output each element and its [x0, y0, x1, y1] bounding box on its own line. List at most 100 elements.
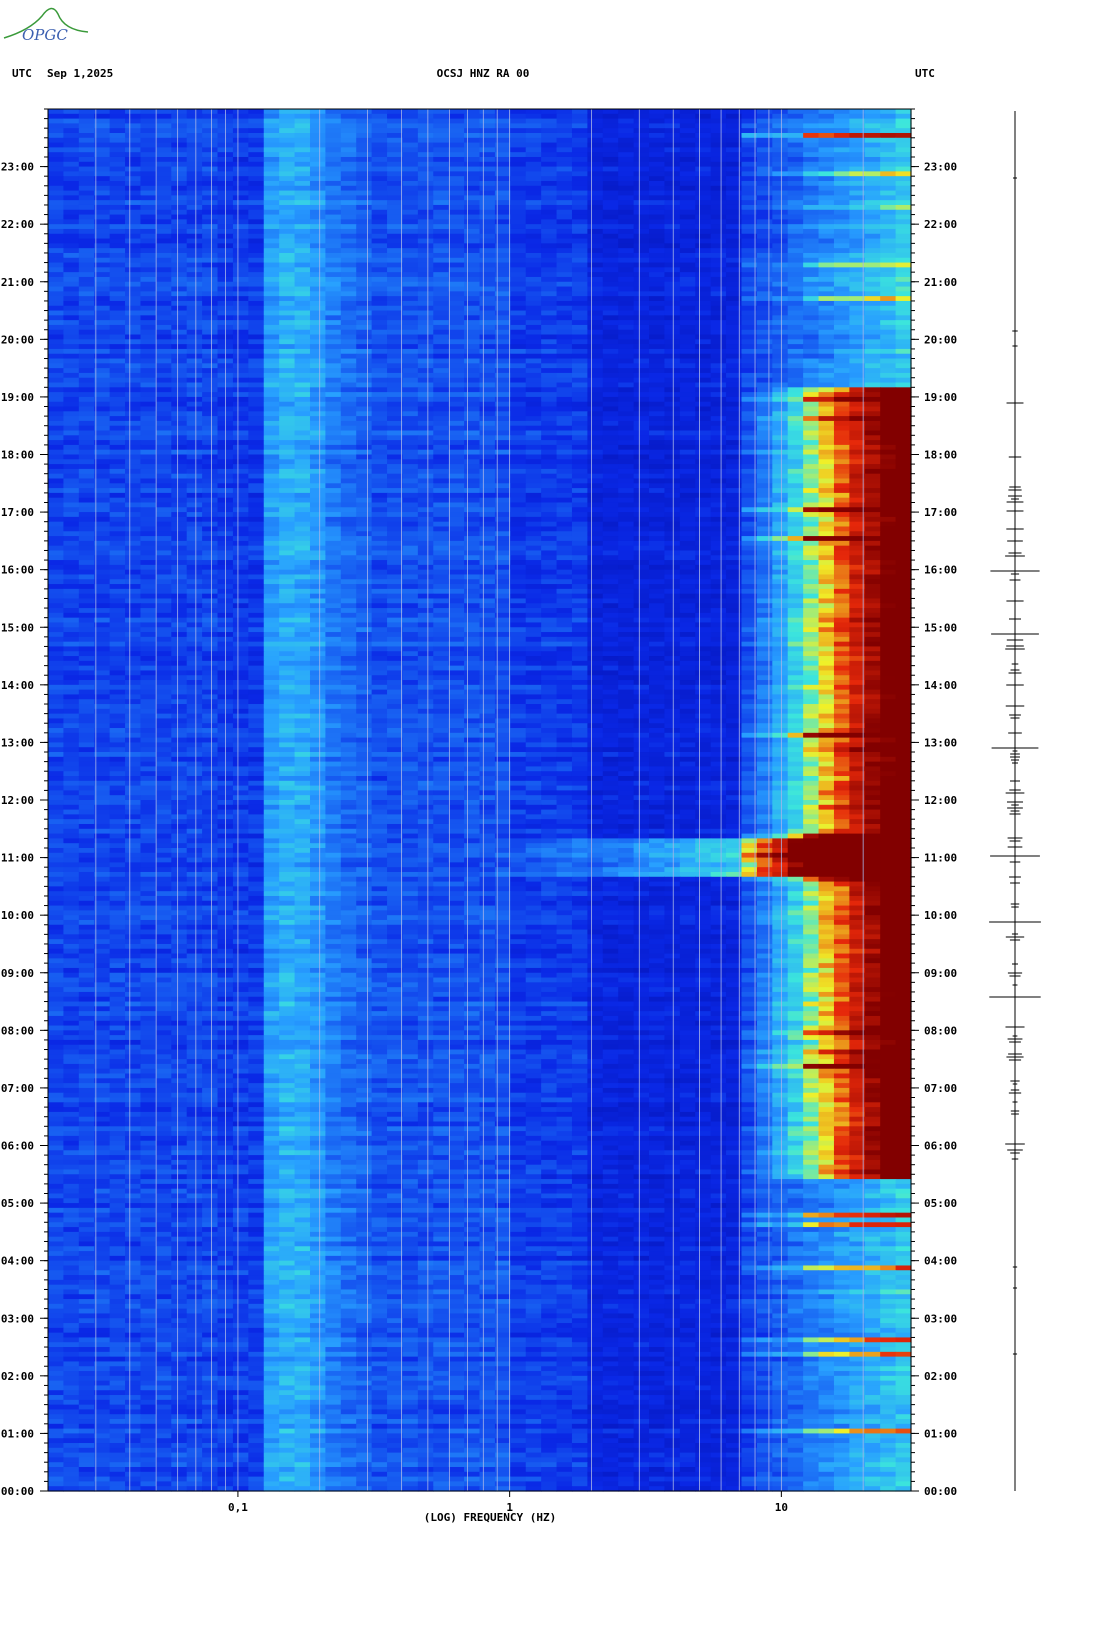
spectrogram-cell	[340, 180, 357, 187]
spectrogram-cell	[109, 449, 126, 456]
spectrogram-cell	[479, 344, 496, 350]
spectrogram-cell	[402, 396, 419, 403]
spectrogram-cell	[541, 185, 558, 192]
spectrogram-cell	[756, 310, 773, 316]
spectrogram-cell	[633, 305, 650, 312]
spectrogram-cell	[571, 521, 588, 528]
spectrogram-cell	[263, 406, 280, 412]
spectrogram-cell	[325, 109, 342, 115]
spectrogram-cell	[849, 473, 866, 480]
spectrogram-cell	[309, 425, 326, 432]
spectrogram-cell	[186, 267, 203, 273]
spectrogram-cell	[325, 401, 342, 408]
spectrogram-cell	[186, 420, 203, 427]
spectrogram-cell	[833, 267, 850, 273]
spectrogram-cell	[464, 358, 481, 364]
spectrogram-cell	[202, 209, 219, 216]
spectrogram-cell	[602, 272, 619, 278]
spectrogram-cell	[263, 329, 280, 336]
spectrogram-cell	[248, 454, 265, 460]
spectrogram-cell	[402, 358, 419, 364]
spectrogram-cell	[864, 507, 881, 513]
spectrogram-cell	[186, 142, 203, 148]
spectrogram-cell	[325, 118, 342, 124]
spectrogram-cell	[48, 334, 65, 340]
spectrogram-cell	[880, 502, 897, 508]
spectrogram-cell	[633, 276, 650, 283]
spectrogram-cell	[510, 392, 527, 398]
spectrogram-cell	[402, 348, 419, 355]
spectrogram-cell	[741, 473, 758, 480]
spectrogram-cell	[402, 449, 419, 456]
spectrogram-cell	[649, 440, 666, 446]
spectrogram-cell	[602, 300, 619, 307]
spectrogram-cell	[556, 483, 573, 489]
spectrogram-cell	[818, 248, 835, 254]
spectrogram-cell	[479, 372, 496, 379]
spectrogram-cell	[602, 310, 619, 316]
spectrogram-cell	[664, 507, 681, 513]
spectrogram-cell	[94, 536, 111, 542]
spectrogram-cell	[864, 214, 881, 220]
spectrogram-cell	[448, 411, 465, 417]
spectrogram-cell	[726, 387, 743, 393]
spectrogram-cell	[125, 267, 142, 273]
spectrogram-cell	[649, 305, 666, 312]
spectrogram-cell	[433, 372, 450, 379]
spectrogram-cell	[587, 401, 604, 408]
spectrogram-cell	[63, 392, 80, 398]
spectrogram-cell	[756, 449, 773, 456]
spectrogram-cell	[649, 147, 666, 153]
spectrogram-cell	[510, 492, 527, 499]
spectrogram-cell	[479, 521, 496, 528]
spectrogram-cell	[556, 420, 573, 427]
spectrogram-cell	[726, 118, 743, 124]
spectrogram-cell	[525, 329, 542, 336]
spectrogram-cell	[695, 353, 712, 360]
spectrogram-cell	[48, 425, 65, 432]
spectrogram-cell	[510, 449, 527, 456]
spectrogram-cell	[525, 180, 542, 187]
spectrogram-cell	[664, 406, 681, 412]
spectrogram-cell	[371, 248, 388, 254]
spectrogram-cell	[494, 459, 511, 465]
spectrogram-cell	[541, 320, 558, 326]
spectrogram-cell	[679, 180, 696, 187]
spectrogram-cell	[171, 300, 188, 307]
spectrogram-cell	[263, 200, 280, 206]
spectrogram-cell	[294, 185, 311, 192]
spectrogram-cell	[186, 190, 203, 196]
spectrogram-cell	[402, 492, 419, 499]
spectrogram-cell	[880, 300, 897, 307]
spectrogram-cell	[772, 411, 789, 417]
spectrogram-cell	[171, 348, 188, 355]
spectrogram-cell	[186, 492, 203, 499]
spectrogram-cell	[541, 521, 558, 528]
spectrogram-cell	[479, 526, 496, 532]
spectrogram-cell	[803, 334, 820, 340]
spectrogram-cell	[571, 392, 588, 398]
spectrogram-cell	[387, 324, 404, 331]
spectrogram-cell	[618, 315, 635, 321]
spectrogram-cell	[895, 454, 912, 460]
spectrogram-cell	[849, 459, 866, 465]
spectrogram-cell	[325, 286, 342, 292]
spectrogram-cell	[340, 315, 357, 321]
spectrogram-cell	[294, 291, 311, 297]
spectrogram-cell	[633, 123, 650, 129]
spectrogram-cell	[279, 152, 296, 158]
spectrogram-cell	[571, 142, 588, 148]
spectrogram-cell	[433, 233, 450, 240]
spectrogram-cell	[849, 492, 866, 499]
spectrogram-cell	[309, 531, 326, 537]
spectrogram-cell	[618, 109, 635, 115]
spectrogram-cell	[880, 526, 897, 532]
spectrogram-cell	[387, 372, 404, 379]
spectrogram-cell	[402, 368, 419, 374]
spectrogram-cell	[232, 492, 249, 499]
spectrogram-cell	[125, 420, 142, 427]
spectrogram-cell	[864, 401, 881, 408]
spectrogram-cell	[710, 468, 727, 475]
spectrogram-cell	[525, 272, 542, 278]
spectrogram-cell	[417, 296, 434, 302]
